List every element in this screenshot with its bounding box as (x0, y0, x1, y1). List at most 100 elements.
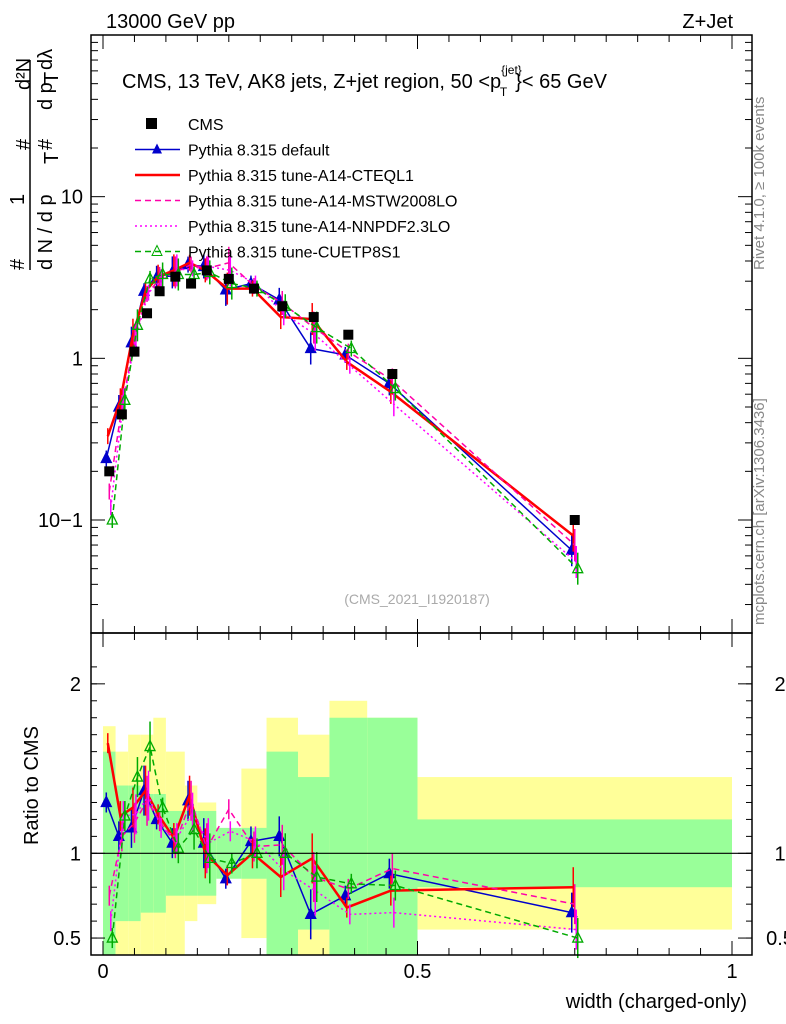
x-tick-label: 0 (97, 961, 108, 983)
plot-title: CMS, 13 TeV, AK8 jets, Z+jet region, 50 … (122, 63, 608, 99)
ratio-line (110, 794, 577, 931)
series-marker (389, 381, 402, 394)
band-inner (329, 717, 368, 955)
legend-label: Pythia 8.315 tune-A14-CTEQL1 (188, 168, 414, 185)
side-label-top: Rivet 4.1.0, ≥ 100k events (751, 97, 768, 270)
ratio-ylabel: Ratio to CMS (21, 726, 43, 845)
ylabel-hash3: # (35, 138, 57, 150)
legend-label: CMS (188, 117, 224, 134)
series-marker (118, 392, 131, 405)
ratio-line (111, 743, 578, 939)
band-inner (367, 717, 418, 955)
series-marker (143, 271, 157, 284)
ratio-panel-frame (90, 632, 753, 956)
ratio-y-tick-label-right: 1 (774, 843, 785, 865)
legend-label: Pythia 8.315 tune-CUETP8S1 (188, 245, 401, 262)
top-ylabel: # 1 d N / d p T # d²N # d p T dλ (7, 49, 63, 270)
series-marker (118, 808, 131, 821)
axes-layer: 10−1 1 10 0.5 0.5 1 1 2 2 0 0.5 1 (38, 34, 786, 983)
title-sub: T (500, 85, 508, 99)
legend-marker-cms (146, 118, 157, 129)
series-marker (172, 840, 185, 853)
header-left-label: 13000 GeV pp (106, 11, 235, 33)
series-line (108, 261, 576, 546)
series-marker (106, 512, 119, 525)
ylabel-hash1: # (7, 258, 29, 270)
series-marker (571, 930, 584, 943)
x-tick-label: 1 (726, 961, 737, 983)
cms-data-point (154, 286, 165, 297)
ratio-y-tick-label-right: 0.5 (766, 928, 786, 950)
data-layer (104, 265, 580, 525)
series-marker (219, 871, 232, 884)
title-end: }< 65 GeV (515, 71, 607, 93)
top-y-tick-label: 10−1 (38, 510, 83, 532)
legend-label: Pythia 8.315 default (188, 143, 330, 160)
legend-marker (152, 143, 162, 154)
series-marker (304, 341, 317, 354)
cms-data-point (308, 312, 319, 323)
cms-data-point (343, 329, 354, 340)
series-marker (143, 739, 157, 752)
series-line (111, 271, 579, 570)
cms-data-point (186, 278, 197, 289)
title-main: CMS, 13 TeV, AK8 jets, Z+jet region, 50 … (122, 71, 501, 93)
cms-data-point (170, 271, 181, 282)
series-line (105, 263, 573, 551)
x-tick-label: 0.5 (404, 961, 432, 983)
ratio-y-tick-label: 2 (70, 674, 81, 696)
cms-data-point (129, 346, 140, 357)
side-label-bottom: mcplots.cern.ch [arXiv:1306.3436] (751, 398, 768, 625)
series-marker (100, 451, 113, 464)
series-marker (203, 850, 216, 864)
series-marker (310, 320, 323, 333)
top-y-tick-label: 10 (61, 187, 83, 209)
ylabel-sub2: T (41, 72, 63, 84)
cms-data-point (387, 369, 398, 380)
ylabel-den1: d N / d p (35, 194, 57, 270)
series-marker (188, 822, 201, 835)
series-marker (304, 906, 317, 919)
series-marker (310, 869, 323, 882)
series-marker (225, 856, 238, 869)
x-axis-label: width (charged-only) (565, 991, 747, 1013)
series-marker (156, 267, 169, 280)
ylabel-den2b: dλ (35, 49, 57, 70)
series-marker (106, 930, 119, 943)
cms-data-point (104, 466, 115, 477)
legend-label: Pythia 8.315 tune-A14-MSTW2008LO (188, 194, 457, 211)
series-marker (345, 341, 358, 354)
ylabel-den2: d p (35, 82, 57, 110)
series-marker (571, 561, 584, 574)
cms-data-point (248, 283, 259, 294)
series-line (106, 261, 575, 537)
ratio-y-tick-label-right: 2 (774, 674, 785, 696)
series-marker (279, 845, 292, 858)
cms-data-point (569, 514, 580, 525)
cms-data-point (223, 273, 234, 284)
series-marker (131, 769, 144, 782)
ratio-line (108, 798, 575, 905)
title-sup: {jet} (501, 63, 522, 77)
legend-marker (151, 244, 163, 256)
ylabel-hash2: # (13, 138, 35, 150)
ratio-y-tick-label: 0.5 (53, 928, 81, 950)
cms-data-point (277, 301, 288, 312)
ylabel-num2: d²N (13, 58, 35, 90)
series-line (110, 265, 577, 563)
top-y-tick-label: 1 (72, 348, 83, 370)
series-marker (100, 795, 113, 808)
series-marker (389, 878, 402, 891)
cms-data-point (142, 308, 153, 319)
series-marker (345, 876, 358, 889)
header-right-label: Z+Jet (682, 11, 733, 33)
ylabel-sub1: T (41, 152, 63, 164)
cms-data-point (201, 265, 212, 276)
series-marker (250, 845, 264, 858)
cms-data-point (116, 409, 127, 420)
legend-label: Pythia 8.315 tune-A14-NNPDF2.3LO (188, 219, 450, 236)
series-marker (188, 267, 201, 280)
ylabel-num1: 1 (7, 194, 29, 205)
watermark-label: (CMS_2021_I1920187) (344, 591, 490, 607)
